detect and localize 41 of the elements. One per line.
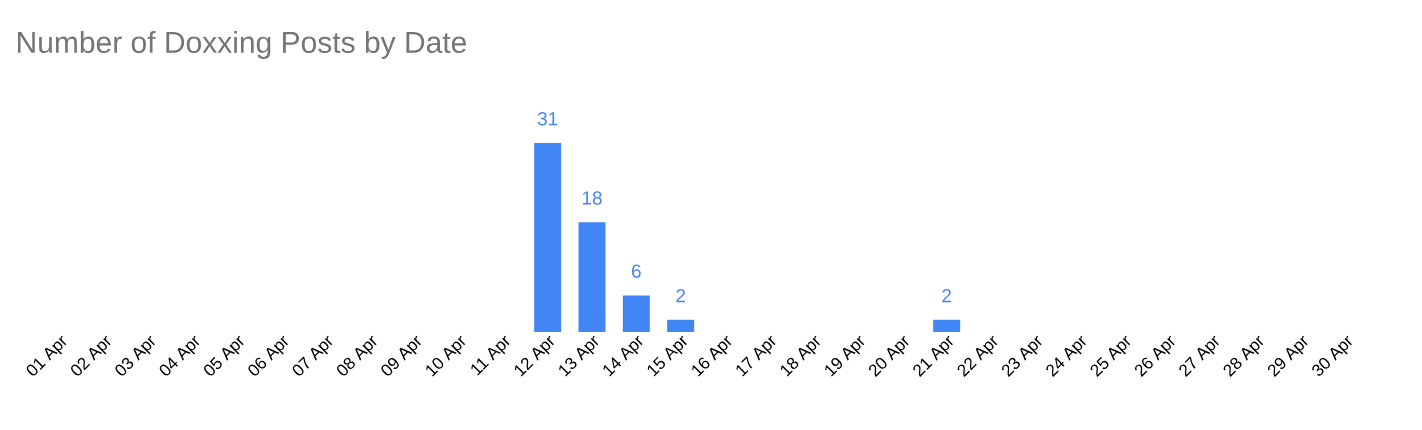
x-tick-label: 26 Apr [1134, 335, 1175, 377]
x-tick-label: 04 Apr [159, 335, 200, 376]
x-tick-label: 12 Apr [514, 335, 554, 377]
x-tick-label: 10 Apr [426, 335, 466, 377]
x-tick-label: 28 Apr [1223, 335, 1264, 377]
x-tick-label: 05 Apr [204, 335, 244, 376]
x-tick-label: 14 Apr [603, 335, 643, 377]
x-tick-label: 11 Apr [471, 335, 510, 376]
bar [622, 295, 650, 332]
x-tick-label: 27 Apr [1179, 335, 1219, 377]
x-tick-label: 22 Apr [957, 335, 998, 377]
bar [667, 319, 695, 332]
x-tick-label: 20 Apr [868, 335, 909, 377]
x-tick-label: 30 Apr [1312, 335, 1352, 376]
x-tick-label: 23 Apr [1001, 335, 1042, 377]
x-tick-label: 06 Apr [248, 335, 288, 376]
x-tick-label: 19 Apr [825, 335, 865, 377]
data-label: 2 [942, 288, 951, 303]
bar [534, 142, 562, 332]
x-tick-label: 15 Apr [647, 335, 687, 377]
x-tick-label: 21 Apr [913, 335, 953, 377]
data-label: 6 [632, 264, 641, 278]
x-tick-label: 13 Apr [559, 335, 599, 377]
x-tick-label: 25 Apr [1090, 335, 1131, 377]
x-tick-label: 02 Apr [71, 335, 111, 376]
x-tick-label: 07 Apr [292, 335, 333, 376]
data-label: 2 [676, 288, 685, 303]
x-tick-label: 08 Apr [337, 335, 377, 376]
chart-title: Number of Doxxing Posts by Date [18, 31, 467, 59]
x-tick-label: 24 Apr [1046, 335, 1086, 377]
data-label: 18 [582, 191, 602, 205]
x-tick-label: 09 Apr [381, 335, 421, 376]
x-tick-label: 18 Apr [780, 335, 820, 377]
bar [578, 222, 606, 332]
x-tick-label: 29 Apr [1267, 335, 1308, 377]
x-tick-label: 01 Apr [26, 335, 67, 376]
x-tick-label: 16 Apr [692, 335, 732, 377]
x-tick-label: 03 Apr [115, 335, 155, 376]
x-tick-label: 17 Apr [736, 335, 776, 377]
data-label: 31 [537, 112, 558, 126]
bar [933, 319, 961, 332]
